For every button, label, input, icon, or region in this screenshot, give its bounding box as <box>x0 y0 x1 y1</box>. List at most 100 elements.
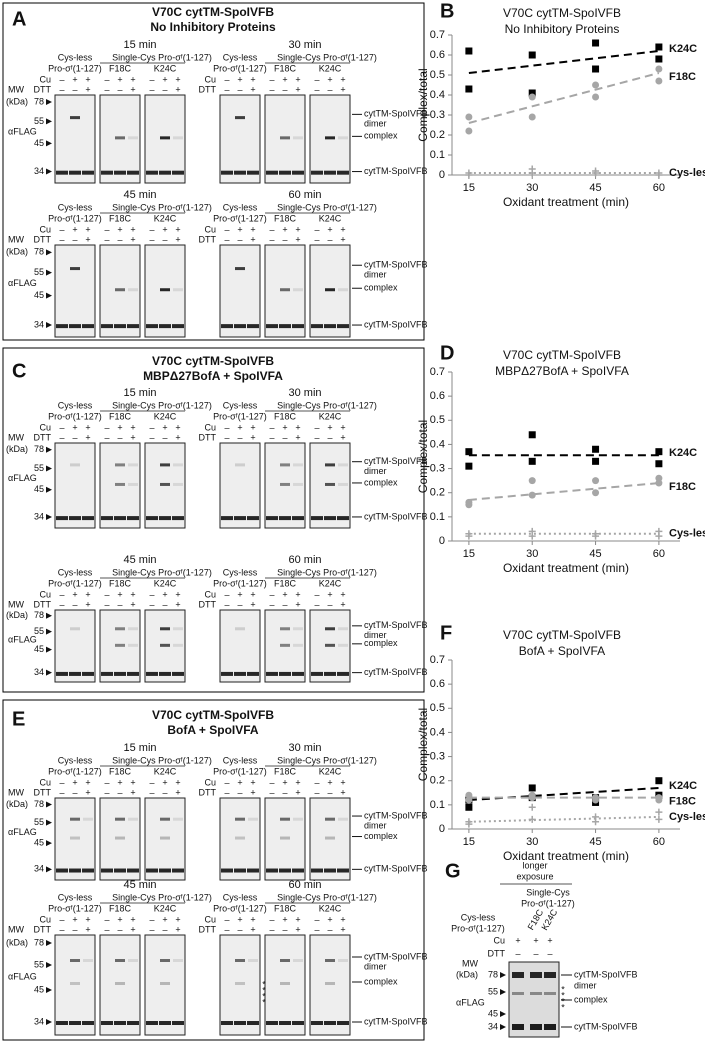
dtt-sign: + <box>295 84 300 94</box>
x-tick-label: 15 <box>463 548 475 560</box>
chart-title: V70C cytTM-SpoIVFB <box>503 6 621 20</box>
gel-lane-group <box>264 934 306 1036</box>
cu-sign: – <box>224 589 229 599</box>
mw-label: (kDa) <box>6 610 28 620</box>
lane-header: Single-Cys Pro-σᶠ(1-127) <box>112 202 212 212</box>
band-monomer <box>279 324 291 329</box>
band-monomer <box>337 868 349 873</box>
series-label: K24C <box>669 780 697 792</box>
band-monomer <box>279 516 291 521</box>
band-complex <box>338 136 348 140</box>
cu-sign: + <box>340 777 345 787</box>
dtt-sign: – <box>104 599 109 609</box>
band-monomer <box>221 324 233 329</box>
series-label: F18C <box>669 481 696 493</box>
lane-header: K24C <box>154 411 177 421</box>
band-complex <box>530 992 542 995</box>
lane-header: K24C <box>154 578 177 588</box>
cu-sign: – <box>314 777 319 787</box>
band-dimer <box>235 463 245 467</box>
band-dimer <box>70 627 80 631</box>
y-axis-label: Complex/total <box>416 420 430 493</box>
marker-label: 55 <box>34 267 44 277</box>
x-axis-label: Oxidant treatment (min) <box>503 195 629 209</box>
gel-lane-group <box>54 934 96 1036</box>
asterisk: * <box>561 984 565 994</box>
band-monomer <box>172 516 184 521</box>
lane-header: Pro-σᶠ(1-127) <box>48 578 102 588</box>
y-tick-label: 0.5 <box>430 702 445 714</box>
band-monomer <box>311 324 323 329</box>
band-dimer <box>293 959 303 962</box>
cu-sign: + <box>327 74 332 84</box>
band-monomer <box>69 516 81 521</box>
g-header: longer <box>522 860 547 870</box>
band-complex <box>173 643 183 647</box>
g-lane: K24C <box>539 907 559 932</box>
band-dimer <box>173 627 183 631</box>
data-point <box>655 43 663 51</box>
band-monomer <box>127 324 139 329</box>
marker-label: 34 <box>34 511 44 521</box>
row-label: DTT <box>34 432 52 442</box>
data-point <box>592 445 600 453</box>
marker-arrow <box>46 118 52 125</box>
band-dimer <box>160 817 170 821</box>
dtt-sign: – <box>59 787 64 797</box>
marker-arrow <box>46 612 52 619</box>
y-tick-label: 0.2 <box>430 129 445 141</box>
band-dimer <box>173 817 183 821</box>
data-point <box>592 81 600 89</box>
cu-sign: + <box>117 589 122 599</box>
marker-arrow <box>46 249 52 256</box>
lane-header: F18C <box>274 578 297 588</box>
dtt-sign: – <box>237 787 242 797</box>
panel-letter: B <box>440 0 454 22</box>
data-point <box>528 457 536 465</box>
cu-sign: – <box>104 74 109 84</box>
cu-sign: + <box>117 224 122 234</box>
mw-label: MW <box>8 432 24 442</box>
chart-subtitle: BofA + SpoIVFA <box>519 644 605 658</box>
data-point <box>655 448 663 456</box>
band-monomer <box>234 170 246 175</box>
x-tick-label: 60 <box>653 548 665 560</box>
band-monomer <box>101 671 113 676</box>
band-monomer <box>324 1021 336 1025</box>
band-dimer <box>338 627 348 631</box>
gel-lane-group <box>309 797 351 881</box>
band-complex <box>293 643 303 647</box>
dtt-sign: – <box>59 432 64 442</box>
mw-label: (kDa) <box>456 969 478 979</box>
dtt-sign: – <box>117 234 122 244</box>
band-monomer <box>221 868 233 873</box>
dtt-sign: – <box>117 84 122 94</box>
data-point <box>655 808 663 816</box>
band-label: dimer <box>364 119 387 129</box>
dtt-sign: – <box>269 599 274 609</box>
band-label: cytTM-SpoIVFB <box>364 511 428 521</box>
row-label: Cu <box>493 935 505 945</box>
lane-header: F18C <box>274 766 297 776</box>
data-point <box>465 171 473 179</box>
y-axis-label: Complex/total <box>416 68 430 141</box>
dtt-sign: + <box>85 234 90 244</box>
cu-sign: – <box>269 224 274 234</box>
cu-sign: – <box>314 914 319 924</box>
band-monomer <box>234 868 246 873</box>
band-dimer <box>293 817 303 821</box>
band-label: dimer <box>574 980 597 990</box>
data-point <box>655 479 663 487</box>
gel-lane-group <box>219 442 261 529</box>
band-complex <box>325 288 335 292</box>
lane-header: Cys-less <box>58 567 93 577</box>
dtt-sign: + <box>340 84 345 94</box>
dtt-sign: – <box>149 599 154 609</box>
band-monomer <box>69 671 81 676</box>
marker-label: 55 <box>34 116 44 126</box>
band-monomer <box>114 868 126 873</box>
lane-header: Cys-less <box>223 567 258 577</box>
antibody-label: αFLAG <box>8 971 37 981</box>
lane-header: K24C <box>319 213 342 223</box>
x-tick-label: 60 <box>653 182 665 194</box>
